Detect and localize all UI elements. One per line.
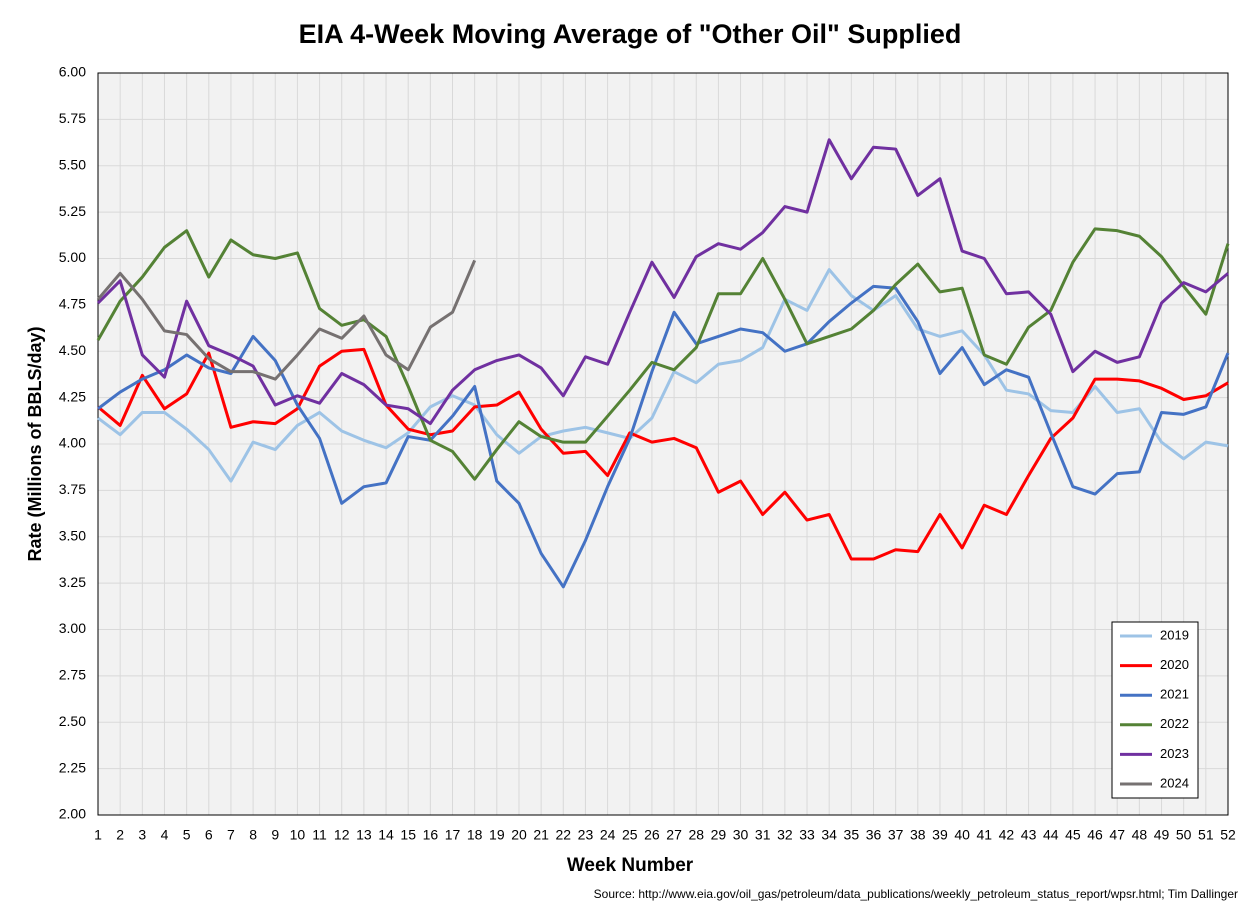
- y-tick-label: 4.50: [59, 342, 86, 358]
- x-tick-label: 32: [777, 827, 793, 843]
- x-tick-label: 2: [116, 827, 124, 843]
- x-tick-label: 24: [600, 827, 616, 843]
- y-tick-label: 4.75: [59, 296, 86, 312]
- x-tick-label: 7: [227, 827, 235, 843]
- y-tick-label: 3.00: [59, 620, 86, 636]
- x-tick-label: 46: [1087, 827, 1103, 843]
- chart-title: EIA 4-Week Moving Average of "Other Oil"…: [299, 19, 962, 49]
- x-tick-label: 8: [249, 827, 257, 843]
- legend-label: 2019: [1160, 627, 1189, 642]
- x-tick-label: 31: [755, 827, 771, 843]
- y-tick-label: 4.00: [59, 435, 86, 451]
- x-tick-label: 6: [205, 827, 213, 843]
- x-tick-label: 44: [1043, 827, 1059, 843]
- y-tick-label: 5.25: [59, 203, 86, 219]
- legend-box: [1111, 621, 1199, 799]
- x-tick-label: 4: [161, 827, 169, 843]
- x-axis-label: Week Number: [567, 855, 694, 876]
- series-line: [97, 347, 1229, 561]
- x-tick-label: 23: [578, 827, 594, 843]
- x-tick-label: 30: [733, 827, 749, 843]
- x-tick-label: 34: [821, 827, 837, 843]
- x-tick-label: 15: [400, 827, 416, 843]
- x-tick-label: 40: [954, 827, 970, 843]
- series-line: [97, 284, 1230, 589]
- x-tick-label: 25: [622, 827, 638, 843]
- x-tick-label: 37: [888, 827, 904, 843]
- x-tick-label: 36: [866, 827, 882, 843]
- x-tick-label: 39: [932, 827, 948, 843]
- x-tick-label: 52: [1220, 827, 1236, 843]
- plot-border: [97, 72, 1229, 816]
- x-tick-label: 38: [910, 827, 926, 843]
- x-tick-label: 27: [666, 827, 682, 843]
- y-tick-label: 2.25: [59, 759, 86, 775]
- y-tick-label: 5.50: [59, 156, 86, 172]
- source-note: Source: http://www.eia.gov/oil_gas/petro…: [594, 887, 1238, 901]
- x-tick-label: 18: [467, 827, 483, 843]
- x-tick-label: 33: [799, 827, 815, 843]
- x-tick-label: 20: [511, 827, 527, 843]
- x-tick-label: 12: [334, 827, 350, 843]
- x-tick-label: 48: [1132, 827, 1148, 843]
- x-tick-label: 29: [711, 827, 727, 843]
- y-tick-label: 2.50: [59, 713, 86, 729]
- y-tick-label: 2.00: [59, 806, 86, 822]
- x-tick-label: 21: [533, 827, 549, 843]
- x-tick-label: 35: [844, 827, 860, 843]
- y-tick-label: 2.75: [59, 667, 86, 683]
- y-axis-label: Rate (Millions of BBLS/day): [25, 326, 45, 561]
- x-tick-label: 49: [1154, 827, 1170, 843]
- legend-label: 2022: [1160, 716, 1189, 731]
- x-tick-label: 26: [644, 827, 660, 843]
- legend-label: 2024: [1160, 775, 1189, 790]
- y-tick-label: 3.25: [59, 574, 86, 590]
- series-line: [96, 259, 477, 381]
- x-tick-label: 1: [94, 827, 102, 843]
- x-tick-label: 47: [1109, 827, 1125, 843]
- x-tick-label: 10: [290, 827, 306, 843]
- y-tick-label: 4.25: [59, 388, 86, 404]
- x-tick-label: 17: [445, 827, 461, 843]
- legend-label: 2021: [1160, 687, 1189, 702]
- legend-label: 2020: [1160, 657, 1189, 672]
- x-tick-label: 19: [489, 827, 505, 843]
- x-tick-label: 13: [356, 827, 372, 843]
- x-tick-label: 43: [1021, 827, 1037, 843]
- series-line: [96, 138, 1229, 426]
- x-tick-label: 45: [1065, 827, 1081, 843]
- y-tick-label: 3.75: [59, 481, 86, 497]
- legend-label: 2023: [1160, 746, 1189, 761]
- series-line: [96, 227, 1230, 481]
- x-tick-label: 16: [423, 827, 439, 843]
- x-tick-label: 11: [312, 827, 327, 843]
- x-tick-label: 22: [556, 827, 572, 843]
- x-tick-label: 9: [271, 827, 279, 843]
- y-tick-label: 6.00: [59, 64, 86, 80]
- x-tick-label: 51: [1198, 827, 1214, 843]
- x-tick-label: 42: [999, 827, 1015, 843]
- x-tick-label: 28: [688, 827, 704, 843]
- y-tick-label: 5.75: [59, 110, 86, 126]
- x-tick-label: 14: [378, 827, 394, 843]
- x-tick-label: 41: [976, 827, 992, 843]
- y-tick-label: 5.00: [59, 249, 86, 265]
- x-tick-label: 5: [183, 827, 191, 843]
- x-tick-label: 3: [138, 827, 146, 843]
- y-tick-label: 3.50: [59, 527, 86, 543]
- x-tick-label: 50: [1176, 827, 1192, 843]
